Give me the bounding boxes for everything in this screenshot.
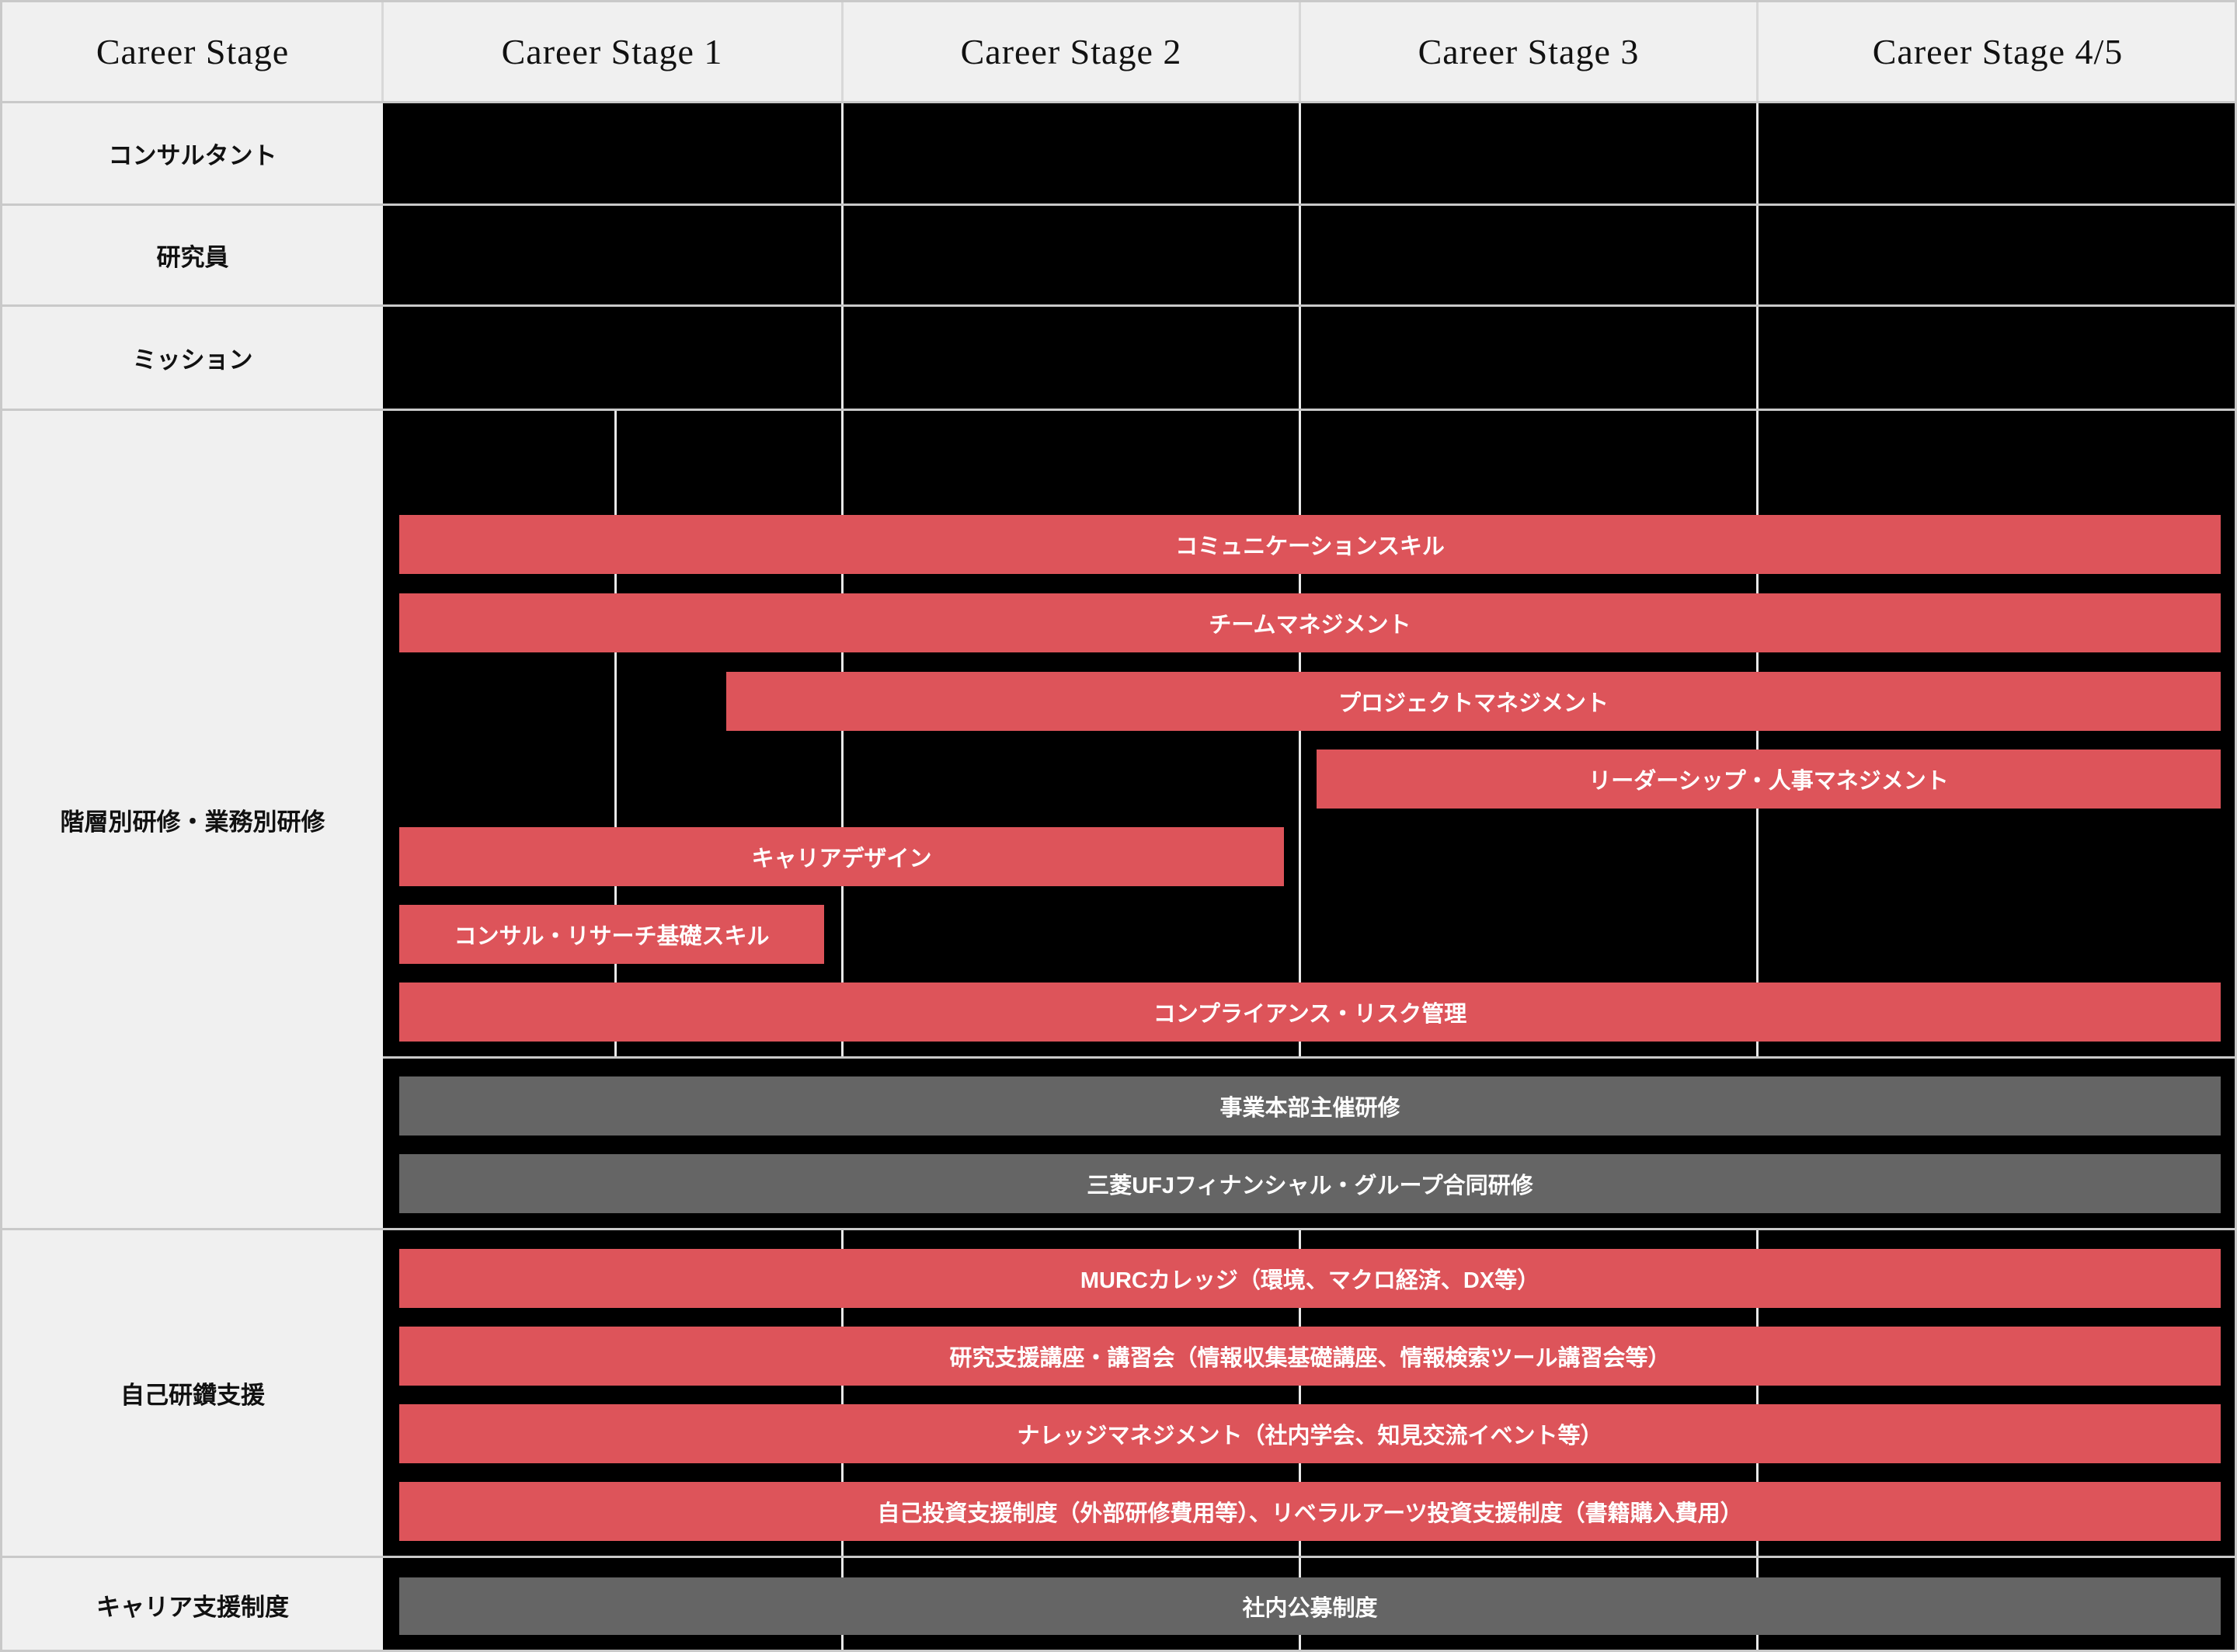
header-cell-stage-1: Career Stage 1 bbox=[383, 2, 841, 101]
grid-vline-cs1-mid bbox=[614, 411, 617, 1056]
grid-vline-header-col1 bbox=[381, 2, 384, 101]
grid-vline-header-col2 bbox=[841, 2, 844, 101]
row-label-researcher: 研究員 bbox=[2, 206, 383, 304]
bar-business-hq-training-label: 事業本部主催研修 bbox=[1219, 1096, 1400, 1121]
row-label-consultant-text: コンサルタント bbox=[108, 142, 277, 169]
bar-consulting-research-basic-skill-label: コンサル・リサーチ基礎スキル bbox=[454, 924, 770, 949]
grid-hline-row4 bbox=[2, 1228, 2235, 1230]
bar-communication-skill-label: コミュニケーションスキル bbox=[1175, 534, 1445, 559]
header-corner-cell: Career Stage bbox=[2, 2, 383, 101]
grid-hline-row5 bbox=[2, 1556, 2235, 1558]
bar-internal-job-posting: 社内公募制度 bbox=[399, 1577, 2221, 1635]
grid-hline-row2 bbox=[2, 304, 2235, 307]
bar-murc-college-label: MURCカレッジ（環境、マクロ経済、DX等） bbox=[1080, 1268, 1540, 1293]
row-label-researcher-text: 研究員 bbox=[156, 244, 229, 271]
grid-vline-header-col4 bbox=[1756, 2, 1759, 101]
header-label-stage-3: Career Stage 3 bbox=[1418, 32, 1640, 71]
bar-mufg-group-joint-training: 三菱UFJフィナンシャル・グループ合同研修 bbox=[399, 1154, 2221, 1213]
grid-hline-header-bottom bbox=[2, 101, 2235, 103]
bar-career-design: キャリアデザイン bbox=[399, 827, 1284, 886]
bar-knowledge-management: ナレッジマネジメント（社内学会、知見交流イベント等） bbox=[399, 1404, 2221, 1463]
bar-leadership-hr-management-label: リーダーシップ・人事マネジメント bbox=[1588, 769, 1949, 794]
bar-mufg-group-joint-training-label: 三菱UFJフィナンシャル・グループ合同研修 bbox=[1087, 1174, 1533, 1198]
header-label-stage-1: Career Stage 1 bbox=[501, 32, 723, 71]
bar-career-design-label: キャリアデザイン bbox=[751, 847, 932, 871]
row-label-consultant: コンサルタント bbox=[2, 103, 383, 203]
bar-internal-job-posting-label: 社内公募制度 bbox=[1242, 1596, 1378, 1621]
grid-hline-tiered-subdivider bbox=[383, 1056, 2235, 1059]
header-cell-stage-3: Career Stage 3 bbox=[1301, 2, 1756, 101]
header-label-stage-2: Career Stage 2 bbox=[960, 32, 1182, 71]
grid-hline-row1 bbox=[2, 203, 2235, 206]
bar-self-investment-support-label: 自己投資支援制度（外部研修費用等）、リベラルアーツ投資支援制度（書籍購入費用） bbox=[877, 1501, 1743, 1526]
header-cell-stage-2: Career Stage 2 bbox=[844, 2, 1299, 101]
row-label-self-improvement-text: 自己研鑽支援 bbox=[120, 1382, 265, 1409]
row-label-self-improvement: 自己研鑽支援 bbox=[2, 1230, 383, 1556]
header-label-stage-4-5: Career Stage 4/5 bbox=[1872, 32, 2124, 71]
bar-communication-skill: コミュニケーションスキル bbox=[399, 515, 2221, 574]
bar-leadership-hr-management: リーダーシップ・人事マネジメント bbox=[1317, 749, 2221, 809]
row-label-career-support: キャリア支援制度 bbox=[2, 1558, 383, 1650]
bar-project-management: プロジェクトマネジメント bbox=[726, 672, 2221, 731]
row-label-mission: ミッション bbox=[2, 307, 383, 409]
bar-compliance-risk-management: コンプライアンス・リスク管理 bbox=[399, 983, 2221, 1042]
grid-vline-col4-upper bbox=[1756, 103, 1759, 1056]
bar-self-investment-support: 自己投資支援制度（外部研修費用等）、リベラルアーツ投資支援制度（書籍購入費用） bbox=[399, 1482, 2221, 1541]
bar-team-management: チームマネジメント bbox=[399, 593, 2221, 652]
bar-project-management-label: プロジェクトマネジメント bbox=[1338, 691, 1609, 716]
header-corner-label: Career Stage bbox=[96, 32, 290, 71]
grid-vline-col3-upper bbox=[1299, 103, 1301, 1056]
header-cell-stage-4-5: Career Stage 4/5 bbox=[1759, 2, 2235, 101]
row-label-tiered-training: 階層別研修・業務別研修 bbox=[2, 411, 383, 1228]
row-label-career-support-text: キャリア支援制度 bbox=[96, 1594, 289, 1621]
bar-consulting-research-basic-skill: コンサル・リサーチ基礎スキル bbox=[399, 905, 824, 964]
bar-research-support-courses-label: 研究支援講座・講習会（情報収集基礎講座、情報検索ツール講習会等） bbox=[949, 1346, 1671, 1371]
row-label-tiered-training-text: 階層別研修・業務別研修 bbox=[60, 808, 325, 836]
bar-knowledge-management-label: ナレッジマネジメント（社内学会、知見交流イベント等） bbox=[1017, 1424, 1603, 1449]
row-label-mission-text: ミッション bbox=[132, 346, 253, 374]
bar-compliance-risk-management-label: コンプライアンス・リスク管理 bbox=[1153, 1002, 1467, 1027]
bar-team-management-label: チームマネジメント bbox=[1209, 613, 1411, 638]
grid-vline-header-col3 bbox=[1299, 2, 1301, 101]
bar-business-hq-training: 事業本部主催研修 bbox=[399, 1076, 2221, 1136]
bar-murc-college: MURCカレッジ（環境、マクロ経済、DX等） bbox=[399, 1249, 2221, 1308]
bar-research-support-courses: 研究支援講座・講習会（情報収集基礎講座、情報検索ツール講習会等） bbox=[399, 1327, 2221, 1386]
grid-vline-col2-upper bbox=[841, 103, 844, 1056]
grid-hline-row3 bbox=[2, 409, 2235, 411]
